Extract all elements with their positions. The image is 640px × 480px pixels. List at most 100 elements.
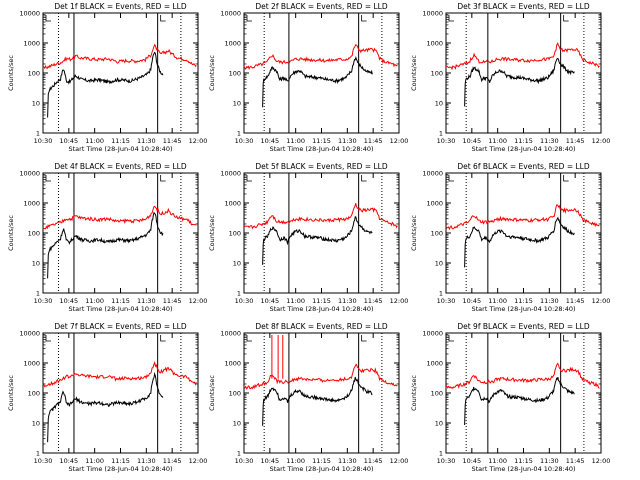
- x-tick-label: 11:45: [163, 457, 182, 465]
- x-tick-label: 10:45: [59, 137, 78, 145]
- x-tick-label: 11:30: [137, 457, 156, 465]
- top-left-bracket: [246, 175, 252, 182]
- events-series-line: [464, 376, 575, 426]
- y-axis-label: Counts/sec: [410, 215, 418, 251]
- plot-frame: [42, 332, 199, 454]
- y-tick-label: 10: [435, 260, 443, 268]
- top-left-bracket: [45, 15, 51, 22]
- chart-panel-7: Det 7f BLACK = Events, RED = LLD 1 10 100 10…: [7, 322, 207, 473]
- top-bracket: [160, 335, 166, 342]
- x-tick-label: 11:30: [338, 457, 357, 465]
- x-tick-label: 11:45: [364, 297, 383, 305]
- events-series-line: [262, 376, 373, 426]
- y-tick-label: 100: [28, 70, 40, 78]
- x-tick-label: 11:45: [364, 457, 383, 465]
- x-tick-label: 11:30: [338, 137, 357, 145]
- plot-frame: [445, 172, 602, 294]
- x-axis-label: Start Time (28-Jun-04 10:28:40): [69, 145, 173, 153]
- top-bracket: [160, 15, 166, 22]
- events-series-line: [47, 211, 164, 279]
- x-tick-label: 10:30: [235, 137, 254, 145]
- y-axis-label: Counts/sec: [7, 215, 15, 251]
- lld-series-line: [445, 362, 600, 390]
- x-tick-label: 12:00: [189, 457, 208, 465]
- chart-panel-2: Det 2f BLACK = Events, RED = LLD 1 10 100 10…: [208, 2, 408, 153]
- chart-panel-4: Det 4f BLACK = Events, RED = LLD 1 10 100 10…: [7, 162, 207, 313]
- x-tick-label: 10:30: [235, 457, 254, 465]
- x-tick-label: 11:00: [85, 297, 104, 305]
- top-bracket: [361, 15, 367, 22]
- chart-title: Det 9f BLACK = Events, RED = LLD: [457, 322, 590, 331]
- y-tick-label: 1000: [426, 360, 443, 368]
- x-tick-label: 12:00: [390, 297, 409, 305]
- x-tick-label: 11:15: [111, 457, 130, 465]
- x-tick-label: 11:00: [85, 137, 104, 145]
- chart-panel-1: Det 1f BLACK = Events, RED = LLD 1 10 100 10…: [7, 2, 207, 153]
- x-tick-label: 11:45: [566, 137, 585, 145]
- y-tick-label: 1: [439, 130, 443, 138]
- y-tick-label: 10000: [19, 170, 40, 178]
- top-left-bracket: [448, 175, 454, 182]
- y-tick-label: 1: [237, 130, 241, 138]
- y-tick-label: 10000: [422, 330, 443, 338]
- plot-frame: [42, 12, 199, 134]
- top-bracket: [563, 175, 569, 182]
- x-axis-label: Start Time (28-Jun-04 10:28:40): [472, 465, 576, 473]
- plot-frame: [243, 172, 400, 294]
- y-tick-label: 10: [233, 100, 241, 108]
- y-tick-label: 10: [32, 260, 40, 268]
- y-tick-label: 100: [431, 70, 443, 78]
- y-axis-label: Counts/sec: [7, 55, 15, 91]
- y-tick-label: 100: [431, 390, 443, 398]
- y-tick-label: 10: [233, 260, 241, 268]
- chart-panel-6: Det 6f BLACK = Events, RED = LLD 1 10 100 10…: [410, 162, 610, 313]
- y-tick-label: 1000: [224, 200, 241, 208]
- chart-panel-5: Det 5f BLACK = Events, RED = LLD 1 10 100 10…: [208, 162, 408, 313]
- x-tick-label: 11:15: [312, 137, 331, 145]
- x-tick-label: 11:00: [85, 457, 104, 465]
- y-tick-label: 10000: [422, 170, 443, 178]
- x-tick-label: 10:45: [462, 137, 481, 145]
- x-axis-label: Start Time (28-Jun-04 10:28:40): [270, 145, 374, 153]
- x-tick-label: 12:00: [592, 137, 611, 145]
- plot-frame: [243, 12, 400, 134]
- top-left-bracket: [448, 15, 454, 22]
- y-tick-label: 1000: [224, 360, 241, 368]
- y-tick-label: 1: [36, 290, 40, 298]
- events-series-line: [262, 216, 373, 265]
- chart-title: Det 2f BLACK = Events, RED = LLD: [255, 2, 388, 11]
- x-axis-label: Start Time (28-Jun-04 10:28:40): [270, 465, 374, 473]
- x-axis-label: Start Time (28-Jun-04 10:28:40): [69, 465, 173, 473]
- top-bracket: [361, 175, 367, 182]
- y-tick-label: 1000: [23, 40, 40, 48]
- x-tick-label: 11:45: [566, 297, 585, 305]
- y-tick-label: 10000: [19, 10, 40, 18]
- y-tick-label: 1: [439, 290, 443, 298]
- lld-series-line: [445, 204, 600, 231]
- top-left-bracket: [448, 335, 454, 342]
- x-tick-label: 11:30: [137, 297, 156, 305]
- lld-series-line: [445, 42, 600, 71]
- y-tick-label: 1000: [23, 200, 40, 208]
- top-left-bracket: [45, 335, 51, 342]
- x-axis-label: Start Time (28-Jun-04 10:28:40): [69, 305, 173, 313]
- y-tick-label: 10: [32, 420, 40, 428]
- x-tick-label: 12:00: [592, 457, 611, 465]
- y-tick-label: 100: [28, 390, 40, 398]
- y-axis-label: Counts/sec: [7, 375, 15, 411]
- x-tick-label: 11:30: [540, 457, 559, 465]
- y-axis-label: Counts/sec: [410, 375, 418, 411]
- x-axis-label: Start Time (28-Jun-04 10:28:40): [472, 145, 576, 153]
- y-tick-label: 1: [439, 450, 443, 458]
- chart-title: Det 1f BLACK = Events, RED = LLD: [54, 2, 187, 11]
- x-tick-label: 12:00: [390, 137, 409, 145]
- x-tick-label: 12:00: [390, 457, 409, 465]
- y-tick-label: 10000: [220, 10, 241, 18]
- y-axis-label: Counts/sec: [208, 55, 216, 91]
- chart-panel-8: Det 8f BLACK = Events, RED = LLD 1 10 100 10…: [208, 322, 408, 473]
- events-series-line: [47, 51, 164, 118]
- y-tick-label: 1: [36, 130, 40, 138]
- y-tick-label: 10000: [19, 330, 40, 338]
- y-tick-label: 1: [237, 290, 241, 298]
